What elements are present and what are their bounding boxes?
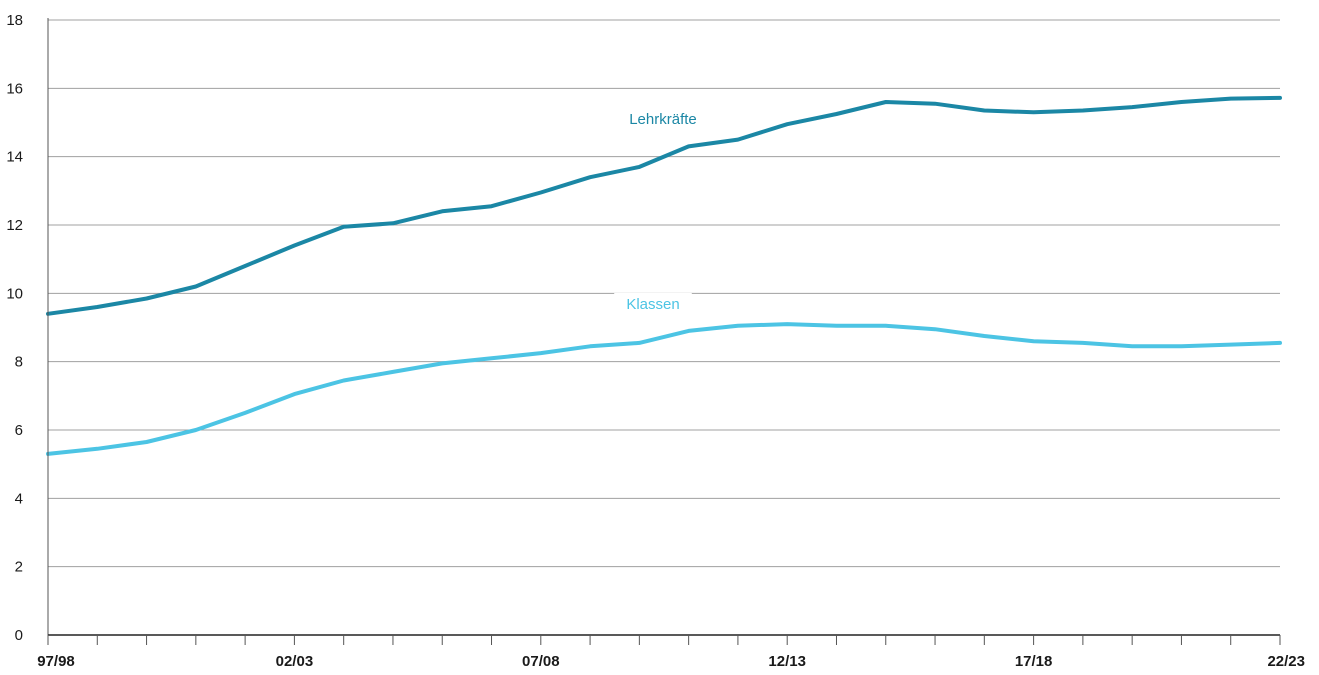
data-point: [1082, 342, 1084, 344]
y-tick-label: 4: [15, 490, 23, 507]
data-point: [1230, 98, 1232, 100]
series-lines: [46, 95, 1282, 456]
data-point: [737, 139, 739, 141]
x-tick-label: 12/13: [768, 653, 806, 670]
data-point: [441, 210, 443, 212]
y-axis-ticks: 0 2 4 6 8 10 12 14 16 18: [6, 12, 23, 644]
y-tick-label: 12: [6, 217, 23, 234]
data-point: [491, 357, 493, 359]
data-point: [786, 123, 788, 125]
data-point: [195, 429, 197, 431]
data-point: [934, 328, 936, 330]
data-point: [293, 393, 295, 395]
data-point: [1279, 97, 1281, 99]
data-point: [96, 448, 98, 450]
y-tick-label: 6: [15, 422, 23, 439]
data-point: [1033, 340, 1035, 342]
data-point: [983, 335, 985, 337]
series-label: Klassen: [626, 296, 679, 313]
data-point: [589, 176, 591, 178]
x-tick-label: 97/98: [37, 653, 75, 670]
y-tick-label: 0: [15, 627, 23, 644]
data-point: [786, 323, 788, 325]
x-tick-label: 02/03: [276, 653, 314, 670]
data-point: [96, 306, 98, 308]
data-point: [392, 222, 394, 224]
data-point: [688, 145, 690, 147]
data-point: [1279, 342, 1281, 344]
data-point: [146, 297, 148, 299]
data-point: [983, 110, 985, 112]
data-point: [146, 441, 148, 443]
data-point: [1131, 106, 1133, 108]
series-line-0: [46, 95, 1282, 316]
data-point: [589, 345, 591, 347]
data-point: [392, 371, 394, 373]
x-tick-label: 17/18: [1015, 653, 1053, 670]
series-labels: Lehrkräfte Klassen: [611, 108, 715, 315]
x-tick-label: 22/23: [1267, 653, 1305, 670]
data-point: [737, 325, 739, 327]
data-point: [638, 342, 640, 344]
data-point: [835, 325, 837, 327]
x-tick-label: 07/08: [522, 653, 560, 670]
data-point: [835, 113, 837, 115]
y-tick-label: 8: [15, 354, 23, 371]
data-point: [1131, 345, 1133, 347]
data-point: [885, 101, 887, 103]
data-point: [540, 352, 542, 354]
y-tick-label: 16: [6, 80, 23, 97]
axes: [47, 18, 1280, 636]
data-point: [244, 265, 246, 267]
data-point: [491, 205, 493, 207]
y-tick-label: 18: [6, 12, 23, 29]
y-tick-label: 2: [15, 559, 23, 576]
x-axis-ticks: 97/98 02/03 07/08 12/13 17/18 22/23: [37, 635, 1305, 670]
y-tick-label: 14: [6, 149, 23, 166]
data-point: [343, 379, 345, 381]
y-tick-label: 10: [6, 285, 23, 302]
data-point: [688, 330, 690, 332]
data-point: [1180, 345, 1182, 347]
data-point: [638, 166, 640, 168]
data-point: [1033, 111, 1035, 113]
data-point: [195, 286, 197, 287]
data-point: [540, 192, 542, 194]
series-line-1: [46, 322, 1282, 456]
data-point: [441, 362, 443, 364]
data-point: [934, 103, 936, 105]
data-point: [343, 226, 345, 228]
data-point: [244, 412, 246, 414]
series-label-bg: [611, 108, 715, 130]
data-point: [1230, 344, 1232, 346]
data-point: [1180, 101, 1182, 103]
data-point: [293, 245, 295, 246]
series-label: Lehrkräfte: [629, 111, 697, 128]
data-point: [1082, 110, 1084, 112]
series-label-bg: [614, 293, 692, 315]
data-point: [885, 325, 887, 327]
